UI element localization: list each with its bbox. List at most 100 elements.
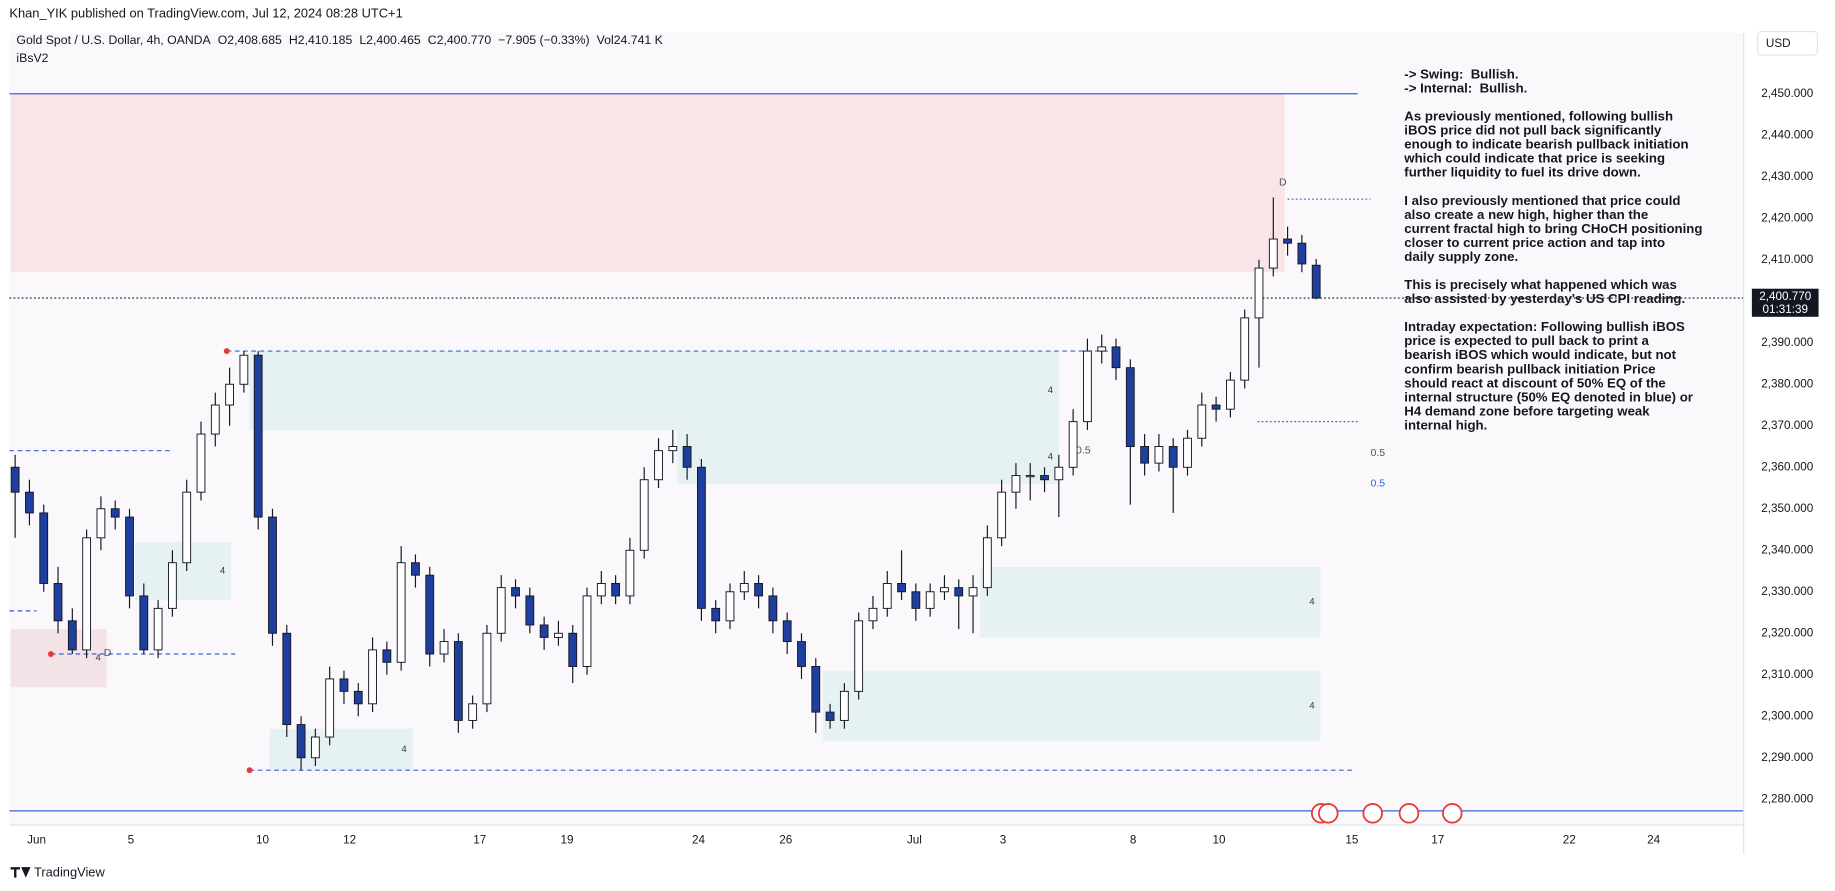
- candle-body: [897, 583, 906, 593]
- y-tick-label: 2,450.000: [1761, 87, 1813, 100]
- y-tick-label: 2,410.000: [1761, 253, 1813, 266]
- y-tick-label: 2,390.000: [1761, 336, 1813, 349]
- symbol: Gold Spot / U.S. Dollar, 4h, OANDA: [16, 33, 211, 47]
- note-line: also assisted by yesterday's US CPI read…: [1404, 291, 1685, 306]
- y-tick-label: 2,350.000: [1761, 502, 1813, 515]
- candle-body: [1125, 367, 1135, 447]
- candle-body: [168, 562, 177, 609]
- candle-body: [1197, 404, 1207, 439]
- x-tick-label: 3: [1000, 833, 1007, 846]
- ohlc-key: O: [218, 33, 228, 47]
- note-line: internal structure (50% EQ denoted in bl…: [1404, 389, 1693, 404]
- zone: [10, 629, 107, 688]
- y-tick-label: 2,330.000: [1761, 585, 1813, 598]
- candle-body: [1297, 242, 1307, 265]
- candle-body: [1083, 350, 1092, 423]
- candle-body: [711, 607, 721, 622]
- candle-body: [53, 583, 63, 622]
- candle-body: [697, 466, 706, 609]
- candle-body: [925, 591, 935, 609]
- y-tick-label: 2,360.000: [1761, 460, 1813, 473]
- candle-body: [153, 607, 163, 651]
- y-tick-label: 2,430.000: [1761, 170, 1813, 183]
- zone-label: 4: [220, 565, 225, 575]
- candle-body: [339, 678, 349, 692]
- event-flag[interactable]: [1398, 803, 1420, 824]
- publisher: Khan_YIK published on TradingView.com, J…: [9, 5, 402, 20]
- candle-body: [239, 354, 249, 385]
- note-line: -> Swing: Bullish.: [1404, 66, 1518, 81]
- event-flag[interactable]: [1318, 803, 1339, 824]
- candle-body: [67, 620, 77, 651]
- candle-body: [1011, 475, 1021, 493]
- zone-label: 4: [1048, 451, 1053, 461]
- brand-logo: [10, 867, 31, 878]
- candle-body: [797, 641, 806, 667]
- candle-body: [39, 512, 49, 584]
- note-line: As previously mentioned, following bulli…: [1404, 109, 1673, 124]
- annotation: D: [104, 647, 112, 659]
- note-line: H4 demand zone before targeting weak: [1404, 403, 1650, 418]
- y-tick-label: 2,290.000: [1761, 751, 1813, 764]
- event-flag[interactable]: [1442, 803, 1463, 824]
- candle-body: [511, 587, 520, 597]
- x-tick-label: 8: [1130, 833, 1137, 846]
- candle-body: [1154, 446, 1164, 464]
- zone: [980, 566, 1321, 638]
- candle-body: [839, 690, 849, 721]
- x-tick-label: 10: [256, 833, 270, 846]
- candle-body: [1183, 437, 1192, 468]
- candle-body: [868, 607, 878, 622]
- candle-body: [539, 624, 549, 638]
- candle-body: [453, 641, 463, 721]
- candle-body: [396, 562, 406, 663]
- candle-body: [825, 711, 835, 721]
- note-line: I also previously mentioned that price c…: [1404, 193, 1680, 208]
- zone: [677, 429, 1059, 484]
- candle-body: [1068, 421, 1078, 468]
- event-flag[interactable]: [1362, 803, 1383, 824]
- y-tick-label: 2,280.000: [1761, 792, 1813, 805]
- zone-label: 4: [1048, 385, 1053, 395]
- last-price-label: 2,400.770: [1759, 290, 1811, 303]
- x-tick-label: Jun: [27, 833, 46, 846]
- swing-marker: [47, 651, 54, 657]
- annotation: 0.5: [1371, 478, 1386, 490]
- note-line: further liquidity to fuel its drive down…: [1404, 165, 1640, 180]
- x-tick-label: 26: [779, 833, 792, 846]
- candle-body: [482, 632, 492, 705]
- candle-body: [210, 404, 220, 435]
- candle-body: [639, 479, 649, 551]
- brand-name: TradingView: [34, 864, 105, 879]
- note-line: Intraday expectation: Following bullish …: [1404, 319, 1685, 334]
- candle-body: [125, 516, 134, 597]
- candle-body: [882, 583, 892, 609]
- candle-body: [954, 587, 964, 597]
- candle-body: [940, 587, 949, 593]
- zone: [10, 93, 1285, 273]
- candle-body: [725, 591, 735, 622]
- zone: [269, 728, 413, 771]
- y-tick-label: 2,320.000: [1761, 626, 1813, 639]
- x-tick-label: 17: [473, 833, 486, 846]
- candle-body: [1054, 466, 1064, 481]
- candle-body: [182, 491, 192, 564]
- candle-body: [854, 620, 864, 692]
- candle-body: [1240, 317, 1250, 381]
- candle-body: [282, 632, 292, 726]
- note-line: internal high.: [1404, 417, 1487, 432]
- note-line: current fractal high to bring CHoCH posi…: [1404, 221, 1702, 236]
- candle-body: [768, 595, 778, 622]
- volume-value: 24.741 K: [614, 33, 664, 47]
- candle-body: [325, 678, 335, 738]
- note-line: bearish iBOS which would indicate, but n…: [1404, 347, 1676, 362]
- candle-body: [139, 595, 149, 651]
- note-line: price is expected to pull back to print …: [1404, 333, 1649, 348]
- ohlc-key: C: [428, 33, 437, 47]
- x-tick-label: 24: [1647, 833, 1661, 846]
- x-tick-label: 19: [560, 833, 573, 846]
- zone-label: 4: [402, 744, 407, 754]
- currency-button[interactable]: [1757, 31, 1818, 56]
